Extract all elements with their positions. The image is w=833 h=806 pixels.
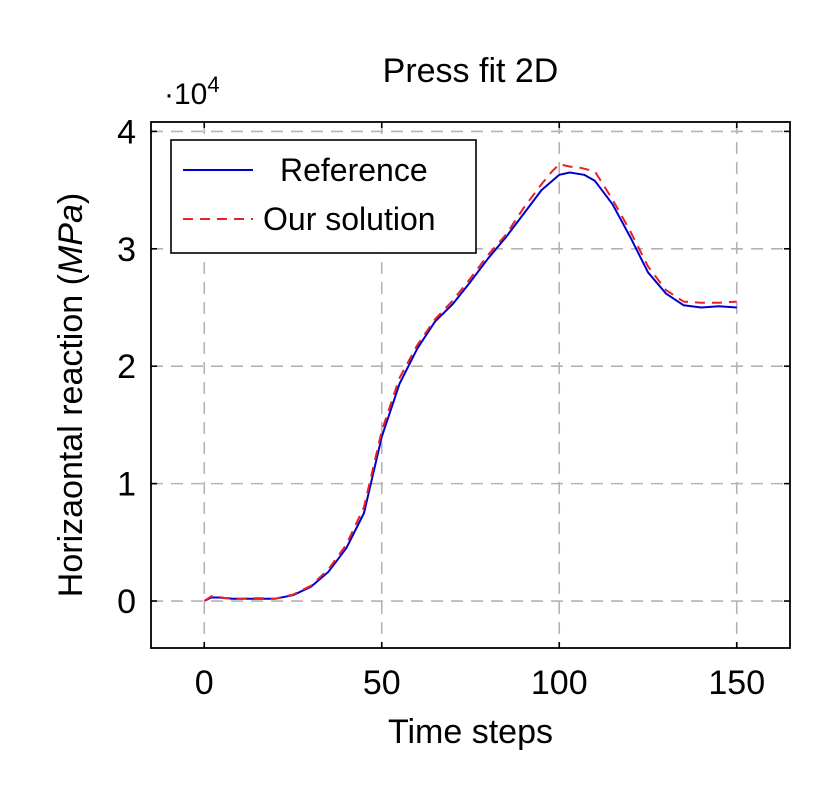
chart-title: Press fit 2D — [383, 52, 559, 90]
y-label-prefix: Horizaontal reaction ( — [52, 273, 90, 597]
y-axis-multiplier: ·104 — [164, 72, 220, 111]
axis-ticks — [151, 122, 790, 648]
y-multiplier-exponent: 4 — [207, 72, 219, 97]
x-tick-label: 50 — [363, 664, 401, 702]
plot-frame — [150, 121, 791, 649]
y-label-unit: MPa — [52, 204, 90, 274]
legend: Reference Our solution — [170, 139, 477, 254]
y-axis-label: Horizaontal reaction (MPa) — [52, 193, 90, 597]
y-multiplier-base: ·10 — [164, 78, 207, 111]
series-layer — [203, 163, 737, 602]
y-label-suffix: ) — [52, 193, 90, 204]
legend-box — [170, 139, 477, 254]
series-line-reference — [203, 171, 737, 602]
y-tick-label: 4 — [117, 113, 136, 151]
x-tick-label: 100 — [531, 664, 588, 702]
series-line-our-solution — [203, 163, 737, 602]
legend-label-our-solution: Our solution — [263, 201, 436, 237]
y-tick-label: 0 — [117, 583, 136, 621]
x-tick-label: 150 — [708, 664, 765, 702]
legend-label-reference: Reference — [280, 152, 428, 188]
y-tick-label: 1 — [117, 466, 136, 504]
x-axis-label: Time steps — [388, 713, 553, 751]
x-tick-label: 0 — [195, 664, 214, 702]
y-tick-label: 2 — [117, 348, 136, 386]
y-tick-label: 3 — [117, 231, 136, 269]
